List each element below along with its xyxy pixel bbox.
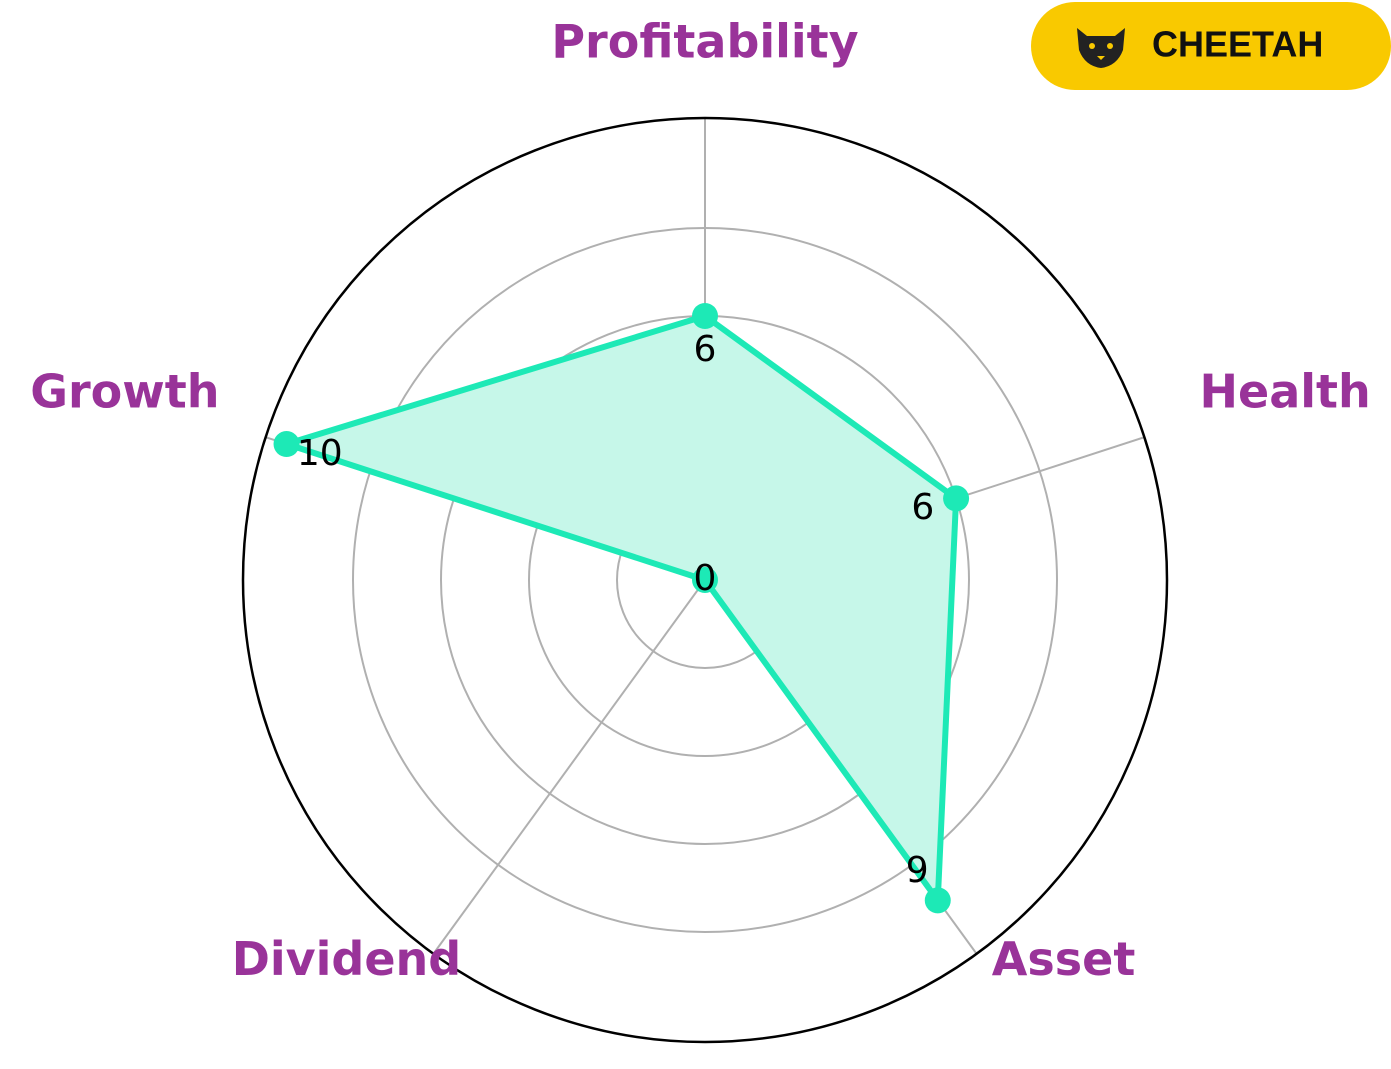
spoke [432, 579, 706, 955]
outer-frame [241, 116, 1169, 1044]
value-label: 6 [694, 329, 717, 370]
data-point [692, 303, 718, 329]
data-point [692, 567, 718, 593]
value-label: 6 [911, 487, 934, 528]
data-point [273, 431, 300, 458]
axis-label: Dividend [232, 932, 462, 986]
radar: Profitability Health Asset Dividend Growth 6 6… [30, 15, 1371, 1044]
value-label: 10 [297, 433, 343, 474]
logo-text: CHEETAH [1152, 24, 1323, 65]
axis-label: Asset [992, 932, 1136, 986]
axis-label: Health [1200, 364, 1371, 418]
radar-area [283, 313, 960, 904]
value-label: 9 [906, 850, 929, 891]
data-point [924, 887, 951, 914]
axis-label: Growth [30, 364, 219, 418]
logo-badge: CHEETAH [1031, 2, 1391, 90]
value-label: 0 [694, 558, 717, 599]
badge-background [1031, 2, 1391, 90]
data-point [943, 485, 970, 512]
cat-icon [1077, 28, 1125, 68]
axis-label: Profitability [551, 15, 858, 69]
